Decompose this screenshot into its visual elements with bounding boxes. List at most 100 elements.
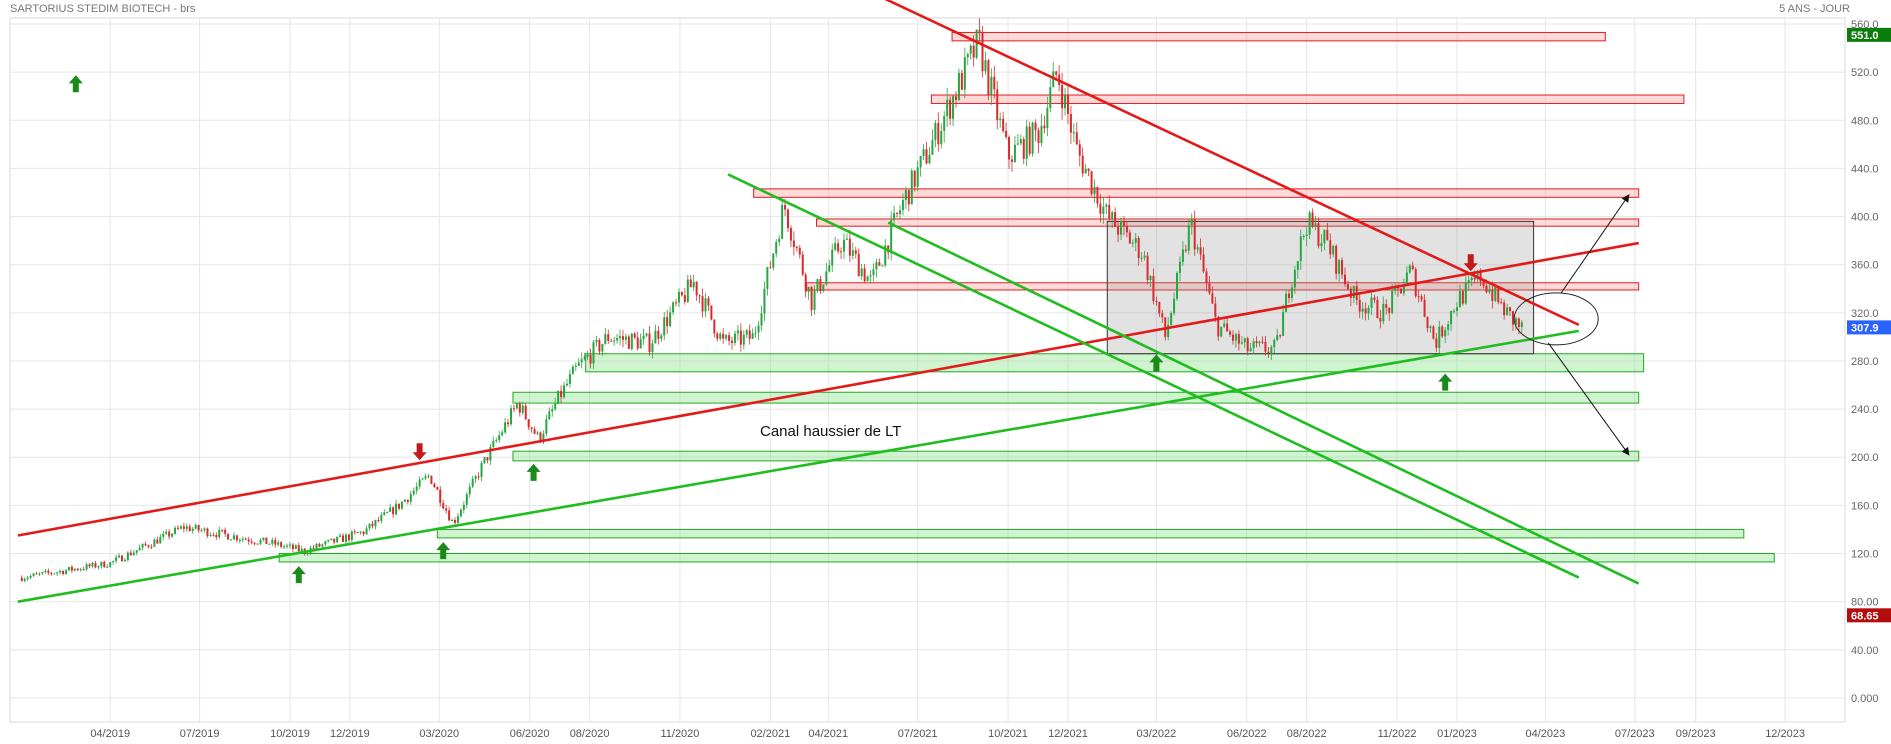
candle-body	[551, 409, 554, 412]
high-price-tag: 551.0	[1847, 27, 1891, 42]
candle-body	[745, 330, 748, 335]
candle-body	[1514, 318, 1517, 325]
candle-body	[557, 390, 560, 404]
resistance-zone	[815, 218, 1640, 227]
candle-body	[1134, 238, 1137, 243]
candle-body	[218, 529, 221, 538]
candle-body	[141, 543, 144, 548]
candle-body	[498, 435, 501, 441]
candle-body	[224, 529, 227, 534]
chart-period: 5 ANS - JOUR	[1779, 3, 1850, 15]
candle-body	[1520, 322, 1523, 328]
candle-body	[1467, 280, 1470, 283]
candle-body	[686, 279, 689, 302]
candle-body	[1196, 247, 1199, 250]
candle-body	[1226, 323, 1229, 332]
x-tick-label: 12/2023	[1765, 728, 1805, 740]
candle-body	[831, 249, 834, 266]
candle-body	[521, 405, 524, 413]
candle-body	[1517, 318, 1520, 328]
candlesticks	[20, 18, 1523, 583]
x-tick-label: 01/2023	[1437, 728, 1477, 740]
candle-body	[574, 365, 577, 367]
candle-body	[1323, 229, 1326, 244]
price-zones	[278, 31, 1775, 563]
candle-body	[1131, 242, 1134, 244]
candle-body	[359, 531, 362, 533]
candle-body	[1408, 265, 1411, 273]
candle-body	[539, 432, 542, 441]
candle-body	[675, 302, 678, 304]
candle-body	[1402, 284, 1405, 294]
candle-body	[866, 276, 869, 282]
candle-body	[418, 479, 421, 487]
candle-body	[156, 539, 159, 544]
candle-body	[987, 60, 990, 95]
candle-body	[1497, 286, 1500, 303]
candle-body	[1470, 277, 1473, 281]
candle-body	[53, 573, 56, 575]
candle-body	[59, 570, 62, 573]
candle-body	[722, 333, 725, 339]
candle-body	[1441, 326, 1444, 337]
candle-body	[486, 457, 489, 461]
support-zone	[512, 391, 1640, 404]
candle-body	[563, 385, 566, 398]
candle-body	[1108, 204, 1111, 219]
candle-body	[230, 539, 233, 541]
buy-signal-arrow-icon	[291, 566, 306, 584]
candle-body	[1429, 326, 1432, 328]
candle-body	[548, 411, 551, 420]
candle-body	[306, 553, 309, 555]
candle-body	[238, 539, 241, 541]
candle-body	[262, 537, 265, 541]
candle-body	[297, 545, 300, 552]
candle-body	[1311, 212, 1314, 227]
candle-body	[368, 523, 371, 529]
candle-body	[1511, 311, 1514, 325]
candle-body	[344, 534, 347, 542]
candle-body	[1190, 218, 1193, 226]
candle-body	[680, 292, 683, 296]
candle-body	[433, 483, 436, 488]
candle-body	[884, 245, 887, 266]
candle-body	[439, 489, 442, 503]
candle-body	[1338, 260, 1341, 274]
candle-body	[763, 288, 766, 314]
candle-body	[943, 116, 946, 131]
x-tick-label: 04/2021	[808, 728, 848, 740]
candle-body	[940, 130, 943, 145]
candle-body	[403, 499, 406, 502]
buy-signal-arrow-icon	[68, 75, 83, 93]
projection-annotations	[1513, 194, 1630, 456]
x-tick-label: 10/2021	[988, 728, 1028, 740]
candle-body	[657, 330, 660, 339]
candle-body	[524, 405, 527, 420]
candle-body	[536, 432, 539, 434]
candle-body	[212, 534, 215, 536]
candle-body	[972, 45, 975, 58]
candle-body	[616, 338, 619, 341]
candle-body	[769, 267, 772, 269]
candle-body	[1352, 286, 1355, 298]
candle-body	[1031, 122, 1034, 154]
candle-body	[1217, 316, 1220, 337]
candle-body	[1243, 338, 1246, 343]
candle-body	[1240, 342, 1243, 344]
candle-body	[1506, 307, 1509, 316]
candle-body	[294, 545, 297, 549]
candle-body	[221, 529, 224, 531]
candle-body	[1367, 307, 1370, 314]
candle-body	[804, 274, 807, 292]
candle-body	[1453, 310, 1456, 312]
x-tick-label: 07/2019	[180, 728, 220, 740]
candle-body	[1066, 94, 1069, 115]
candle-body	[778, 238, 781, 243]
candle-body	[79, 569, 82, 571]
candle-body	[62, 570, 65, 574]
candle-body	[1273, 339, 1276, 348]
candle-body	[689, 279, 692, 288]
candle-body	[253, 542, 256, 544]
candle-body	[383, 512, 386, 515]
candle-body	[50, 572, 53, 574]
